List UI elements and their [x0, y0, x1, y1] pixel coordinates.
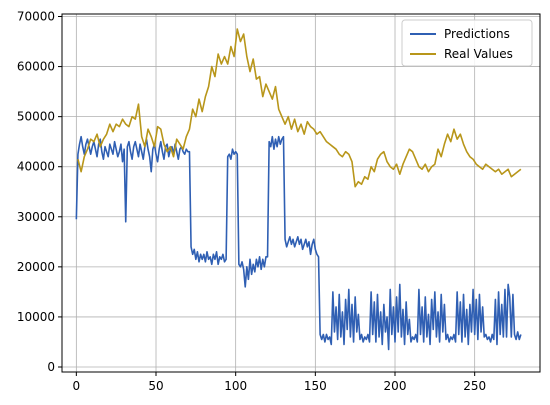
x-tick-label: 150	[304, 379, 327, 393]
grid	[62, 14, 540, 372]
y-tick-label: 70000	[17, 10, 55, 24]
y-tick-label: 0	[47, 360, 55, 374]
x-tick-label: 250	[463, 379, 486, 393]
axis-ticks: 0 50 100 150 200 250 0 10000 20000 30000 40000 5000…	[17, 10, 486, 393]
y-tick-label: 30000	[17, 210, 55, 224]
x-tick-label: 0	[73, 379, 81, 393]
x-tick-label: 50	[148, 379, 163, 393]
y-tick-label: 20000	[17, 260, 55, 274]
x-tick-label: 100	[224, 379, 247, 393]
series-line-predictions	[75, 135, 522, 351]
y-tick-label: 50000	[17, 110, 55, 124]
y-tick-label: 60000	[17, 60, 55, 74]
y-tick-label: 10000	[17, 310, 55, 324]
legend-label-predictions: Predictions	[444, 27, 510, 41]
series-line-real-values	[77, 28, 522, 188]
legend: Predictions Real Values	[401, 19, 533, 67]
x-tick-label: 200	[384, 379, 407, 393]
series-layer	[75, 28, 522, 351]
legend-label-real-values: Real Values	[444, 47, 513, 61]
y-tick-label: 40000	[17, 160, 55, 174]
plot-frame	[61, 13, 541, 373]
